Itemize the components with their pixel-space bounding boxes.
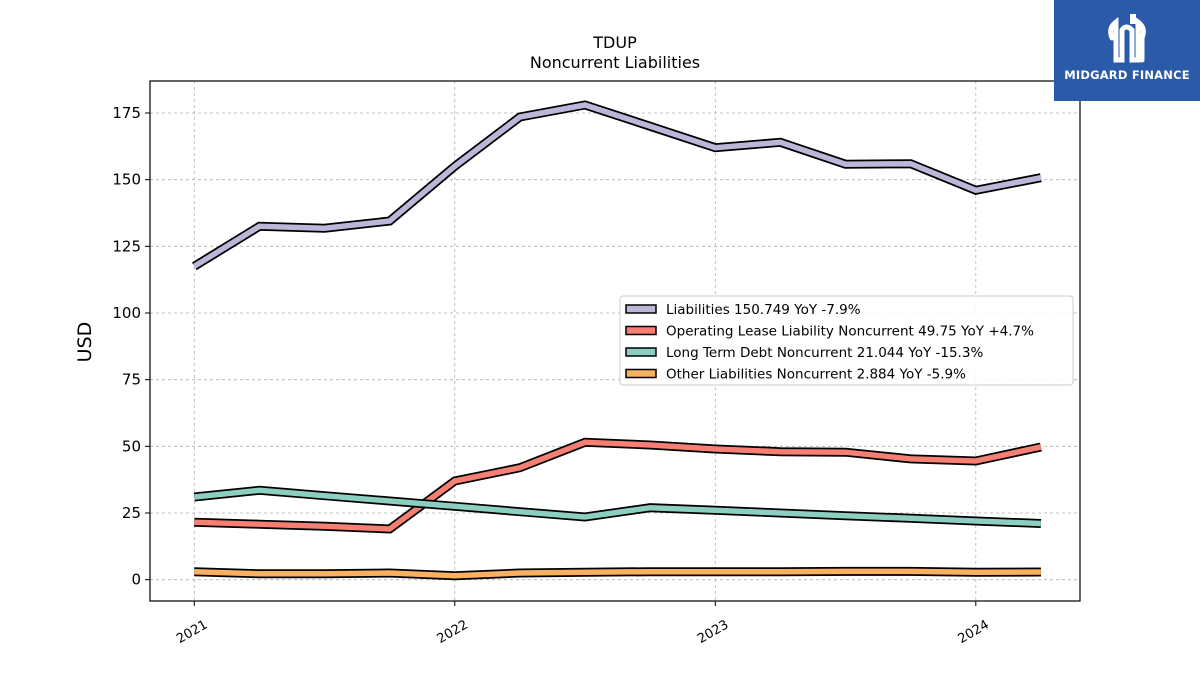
y-axis-label: USD (74, 322, 96, 363)
plot-frame (149, 80, 1081, 602)
x-tick-label: 2022 (435, 617, 471, 647)
y-tick-label: 25 (122, 504, 141, 522)
y-tick-label: 50 (122, 437, 141, 455)
midgard-logo-icon (1108, 14, 1146, 63)
legend-swatch (625, 368, 657, 379)
series-line (192, 102, 1042, 269)
y-axis: 0 25 50 75 100 125 150 175 (112, 104, 150, 589)
y-tick-label: 125 (112, 237, 141, 255)
plot-title: TDUP Noncurrent Liabilities (530, 33, 700, 72)
y-tick-label: 150 (112, 171, 141, 189)
legend-entry: Liabilities 150.749 YoY -7.9% (666, 302, 861, 318)
legend-swatch (625, 325, 657, 336)
x-tick-label: 2023 (695, 617, 731, 647)
y-tick-label: 0 (131, 571, 141, 589)
legend-swatch (625, 347, 657, 357)
series-line-outline (191, 100, 1042, 271)
y-tick-label: 175 (112, 104, 141, 122)
series-layer (191, 100, 1042, 581)
chart-title: TDUP (592, 33, 637, 52)
x-tick-label: 2021 (174, 617, 210, 647)
y-tick-label: 100 (112, 304, 141, 322)
legend-box (619, 295, 1074, 386)
legend: Liabilities 150.749 YoY -7.9% Operating L… (619, 295, 1074, 386)
series-line (194, 568, 1041, 579)
logo: MIDGARD FINANCE (1054, 0, 1200, 101)
legend-entry: Operating Lease Liability Noncurrent 49.… (666, 324, 1034, 340)
x-axis: 2021 2022 2023 2024 (174, 601, 992, 647)
logo-text: MIDGARD FINANCE (1064, 68, 1190, 82)
x-tick-label: 2024 (956, 617, 992, 647)
legend-entry: Other Liabilities Noncurrent 2.884 YoY -… (666, 367, 966, 383)
legend-swatch (625, 304, 657, 314)
series-line (194, 487, 1042, 527)
legend-entry: Long Term Debt Noncurrent 21.044 YoY -15… (666, 345, 983, 361)
series-line (194, 439, 1042, 532)
chart-subtitle: Noncurrent Liabilities (530, 53, 700, 72)
y-tick-label: 75 (122, 371, 141, 389)
